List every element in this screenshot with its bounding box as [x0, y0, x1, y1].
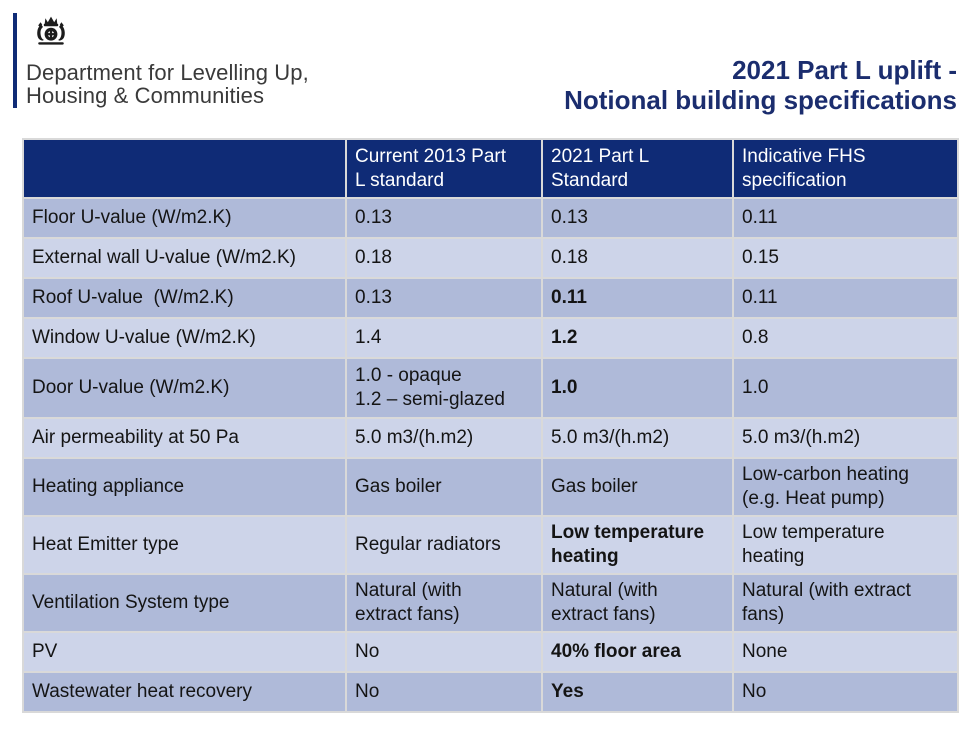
- table-row: Window U-value (W/m2.K) 1.4 1.2 0.8: [22, 317, 959, 359]
- cell-current: No: [345, 631, 543, 673]
- cell-fhs: Natural (with extract fans): [732, 573, 959, 633]
- table-row: Door U-value (W/m2.K) 1.0 - opaque 1.2 –…: [22, 357, 959, 419]
- row-label: PV: [22, 631, 347, 673]
- cell-fhs: 0.15: [732, 237, 959, 279]
- cell-2021: 0.13: [541, 197, 734, 239]
- cell-fhs: Low temperature heating: [732, 515, 959, 575]
- cell-2021: Yes: [541, 671, 734, 713]
- cell-current: 0.18: [345, 237, 543, 279]
- department-name-line2: Housing & Communities: [26, 83, 265, 108]
- cell-current: 1.0 - opaque 1.2 – semi-glazed: [345, 357, 543, 419]
- row-label: Ventilation System type: [22, 573, 347, 633]
- table-row: Air permeability at 50 Pa 5.0 m3/(h.m2) …: [22, 417, 959, 459]
- row-label: Window U-value (W/m2.K): [22, 317, 347, 359]
- department-name-line1: Department for Levelling Up,: [26, 60, 309, 85]
- cell-2021: Natural (with extract fans): [541, 573, 734, 633]
- royal-coat-of-arms-icon: [37, 16, 65, 45]
- cell-2021: Gas boiler: [541, 457, 734, 517]
- cell-fhs: None: [732, 631, 959, 673]
- cell-fhs: 0.11: [732, 197, 959, 239]
- cell-current: Natural (with extract fans): [345, 573, 543, 633]
- cell-current: Gas boiler: [345, 457, 543, 517]
- table-row: Heat Emitter type Regular radiators Low …: [22, 515, 959, 575]
- table-row: Heating appliance Gas boiler Gas boiler …: [22, 457, 959, 517]
- cell-fhs: No: [732, 671, 959, 713]
- row-label: Floor U-value (W/m2.K): [22, 197, 347, 239]
- cell-fhs: 0.8: [732, 317, 959, 359]
- cell-2021: 5.0 m3/(h.m2): [541, 417, 734, 459]
- cell-current: 5.0 m3/(h.m2): [345, 417, 543, 459]
- cell-fhs: 0.11: [732, 277, 959, 319]
- table-row: Roof U-value (W/m2.K) 0.13 0.11 0.11: [22, 277, 959, 319]
- cell-fhs: Low-carbon heating (e.g. Heat pump): [732, 457, 959, 517]
- cell-2021: 1.0: [541, 357, 734, 419]
- page-header: Department for Levelling Up, Housing & C…: [0, 0, 980, 138]
- cell-2021: Low temperature heating: [541, 515, 734, 575]
- department-name: Department for Levelling Up, Housing & C…: [26, 61, 309, 107]
- table-row: Ventilation System type Natural (with ex…: [22, 573, 959, 633]
- cell-fhs: 1.0: [732, 357, 959, 419]
- header-current-2013: Current 2013 Part L standard: [345, 138, 543, 199]
- row-label: External wall U-value (W/m2.K): [22, 237, 347, 279]
- row-label: Heating appliance: [22, 457, 347, 517]
- cell-2021: 0.11: [541, 277, 734, 319]
- brand-bar: [13, 13, 17, 108]
- slide-title: 2021 Part L uplift - Notional building s…: [564, 13, 957, 115]
- cell-current: 0.13: [345, 277, 543, 319]
- cell-fhs: 5.0 m3/(h.m2): [732, 417, 959, 459]
- cell-2021: 0.18: [541, 237, 734, 279]
- row-label: Roof U-value (W/m2.K): [22, 277, 347, 319]
- slide-title-line2: Notional building specifications: [564, 85, 957, 115]
- department-branding: Department for Levelling Up, Housing & C…: [13, 13, 309, 108]
- cell-current: No: [345, 671, 543, 713]
- slide-title-line1: 2021 Part L uplift -: [732, 55, 957, 85]
- cell-current: 1.4: [345, 317, 543, 359]
- cell-2021: 40% floor area: [541, 631, 734, 673]
- row-label: Door U-value (W/m2.K): [22, 357, 347, 419]
- table-row: External wall U-value (W/m2.K) 0.18 0.18…: [22, 237, 959, 279]
- table-header-row: Current 2013 Part L standard 2021 Part L…: [22, 138, 959, 199]
- row-label: Wastewater heat recovery: [22, 671, 347, 713]
- cell-current: 0.13: [345, 197, 543, 239]
- table-row: Floor U-value (W/m2.K) 0.13 0.13 0.11: [22, 197, 959, 239]
- row-label: Air permeability at 50 Pa: [22, 417, 347, 459]
- row-label: Heat Emitter type: [22, 515, 347, 575]
- cell-2021: 1.2: [541, 317, 734, 359]
- header-indicative-fhs: Indicative FHS specification: [732, 138, 959, 199]
- header-blank: [22, 138, 347, 199]
- table-row: Wastewater heat recovery No Yes No: [22, 671, 959, 713]
- cell-current: Regular radiators: [345, 515, 543, 575]
- specifications-table: Current 2013 Part L standard 2021 Part L…: [22, 138, 959, 713]
- table-row: PV No 40% floor area None: [22, 631, 959, 673]
- header-2021-part-l: 2021 Part L Standard: [541, 138, 734, 199]
